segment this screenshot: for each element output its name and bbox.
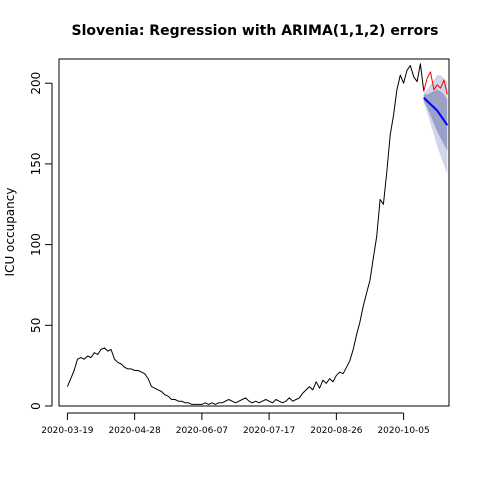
series-line-forecast bbox=[423, 96, 449, 126]
y-tick-label: 50 bbox=[29, 318, 43, 333]
x-tick-label: 2020-07-17 bbox=[243, 426, 295, 436]
y-axis-label: ICU occupancy bbox=[3, 188, 17, 277]
y-tick-label: 150 bbox=[29, 152, 43, 175]
y-tick-label: 100 bbox=[29, 233, 43, 256]
x-axis: 2020-03-19 2020-04-28 2020-06-07 2020-07-17… bbox=[41, 412, 430, 436]
y-tick-label: 200 bbox=[29, 72, 43, 95]
x-tick-label: 2020-03-19 bbox=[41, 426, 94, 436]
interval-band-80 bbox=[423, 89, 448, 151]
series-line-actual-after bbox=[423, 71, 448, 95]
x-tick-label: 2020-08-26 bbox=[310, 426, 363, 436]
x-tick-label: 2020-10-05 bbox=[377, 426, 429, 436]
series-line-observed bbox=[66, 63, 425, 405]
series-lines bbox=[66, 63, 449, 405]
x-tick-label: 2020-04-28 bbox=[108, 426, 161, 436]
plot-frame bbox=[58, 58, 450, 407]
y-tick-label: 0 bbox=[29, 402, 43, 410]
x-tick-label: 2020-06-07 bbox=[176, 426, 228, 436]
chart-title: Slovenia: Regression with ARIMA(1,1,2) e… bbox=[72, 23, 439, 39]
y-axis: 0 50 100 150 200 bbox=[29, 72, 53, 410]
forecast-intervals bbox=[423, 75, 448, 174]
